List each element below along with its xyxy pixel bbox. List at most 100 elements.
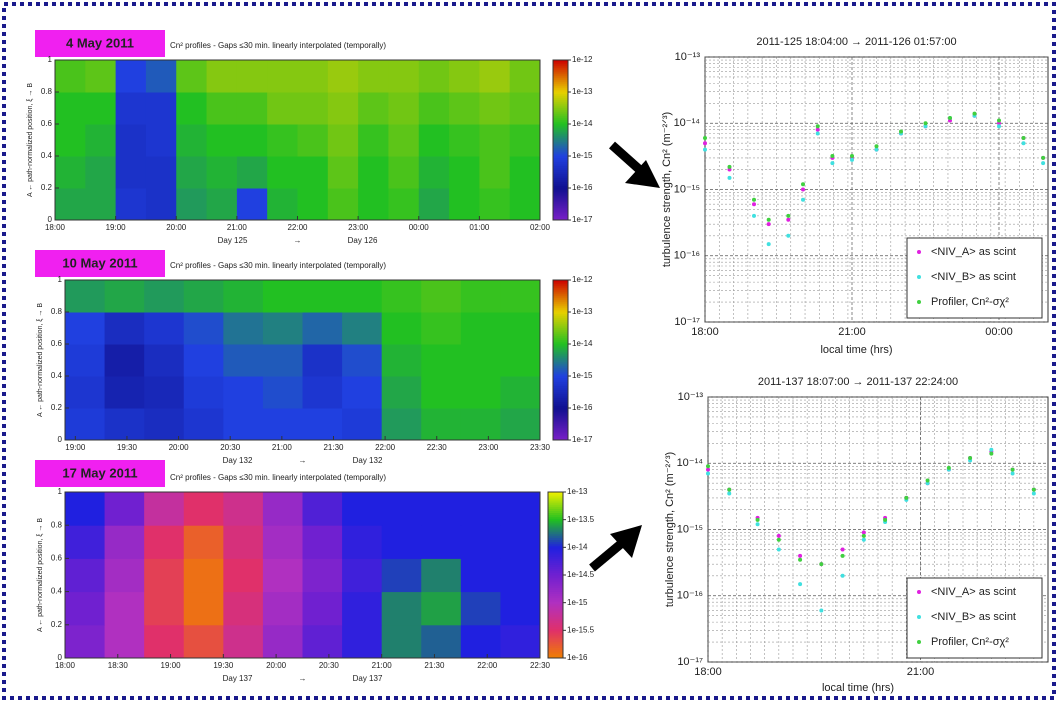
plot-frame [64,279,541,441]
y-tick-label: 0 [58,435,63,444]
heatmap-cell [342,624,383,659]
colorbar-slice [548,609,563,613]
scatter-point [786,233,791,238]
arrow [609,141,660,188]
colorbar-slice [553,209,568,213]
colorbar-tick-label: 1e-15 [572,371,593,380]
scatter-point [766,242,771,247]
colorbar-slice [548,591,563,594]
y-tick-label: 0 [48,215,53,224]
heatmap-cell [104,525,145,559]
heatmap-cell [267,156,298,189]
colorbar-slice [553,291,568,295]
colorbar-slice [553,217,568,221]
colorbar-tick-label: 1e-16 [572,183,593,192]
colorbar-slice [548,502,563,505]
heatmap-cell [144,525,185,559]
colorbar-slice [553,309,568,313]
plot-frame [64,491,541,659]
heatmap-cell [509,156,541,189]
heatmap-cell [236,124,268,157]
legend-marker [917,250,921,254]
colorbar-slice [553,151,568,155]
scatter-point [830,161,835,166]
colorbar-slice [553,387,568,391]
scatter-point [925,481,930,486]
scatter-point [1021,141,1026,146]
heatmap-cell [449,156,480,189]
colorbar-slice [553,419,568,423]
y-tick-label: 10⁻¹⁵ [677,523,703,535]
colorbar-slice [553,101,568,105]
colorbar-slice [548,614,563,617]
legend-box [906,237,1043,319]
heatmap-cell [342,558,383,593]
colorbar-slice [548,622,563,626]
colorbar-slice [553,333,568,337]
y-tick-label: 10⁻¹⁶ [677,590,703,602]
colorbar-slice [553,169,568,173]
colorbar-slice [553,355,568,359]
x-tick-label: 18:30 [108,661,129,670]
heatmap-cell [381,408,422,441]
colorbar-slice [553,335,568,339]
colorbar-slice [553,185,568,189]
scatter-point [874,147,879,152]
date-label-box [35,30,165,57]
colorbar-slice [548,497,563,501]
colorbar-slice [553,435,568,439]
y-tick-label: 0.8 [51,520,63,529]
heatmap-cell [176,156,208,189]
colorbar-slice [553,99,568,103]
colorbar-slice [548,647,563,650]
colorbar-slice [553,299,568,303]
colorbar-slice [553,79,568,83]
colorbar-slice [548,607,563,611]
chart-title: Cn² profiles - Gaps ≤30 min. linearly in… [170,261,386,270]
date-label: 4 May 2011 [66,35,134,50]
colorbar-tick-label: 1e-13 [572,307,593,316]
y-tick-label: 10⁻¹³ [678,391,704,403]
colorbar-slice [553,173,568,177]
heatmap-cell [104,408,145,441]
heatmap-cell [509,188,541,221]
colorbar-slice [553,75,568,79]
scatter-point [1041,161,1046,166]
heatmap-cell [65,525,106,559]
colorbar-slice [548,626,563,630]
scatter-point [798,553,803,558]
heatmap-cell [342,525,383,559]
heatmap-cell [145,156,177,189]
scatter-point [801,182,805,187]
x-tick-label: 19:00 [161,661,182,670]
colorbar-slice [553,383,568,387]
heatmap-cell [421,376,462,409]
heatmap-cell [358,60,389,93]
heatmap-cell [176,188,208,221]
colorbar-slice [553,361,568,365]
date-label: 10 May 2011 [62,255,137,270]
scatter-point [755,517,760,522]
x-tick-label: 20:30 [220,443,241,452]
colorbar-slice [548,597,563,601]
colorbar-slice [548,549,563,553]
colorbar-slice [548,655,563,659]
colorbar-slice [548,566,563,570]
colorbar-slice [553,303,568,307]
heatmap-cell [418,188,450,221]
scatter-point [776,533,781,538]
colorbar-slice [548,639,563,642]
scatter-point [850,154,854,159]
colorbar-slice [548,553,563,557]
chart-title: 2011-137 18:07:00 → 2011-137 22:24:00 [758,376,958,388]
date-label: 17 May 2011 [62,465,137,480]
colorbar-slice [553,405,568,409]
colorbar-slice [548,585,563,588]
scatter-point [706,467,710,472]
colorbar-tick-label: 1e-17 [572,215,593,224]
colorbar-slice [553,201,568,205]
scatter-point [840,573,845,578]
colorbar-slice [553,423,568,427]
heatmap-cell [460,525,501,559]
colorbar-tick-label: 1e-13.5 [567,515,595,524]
